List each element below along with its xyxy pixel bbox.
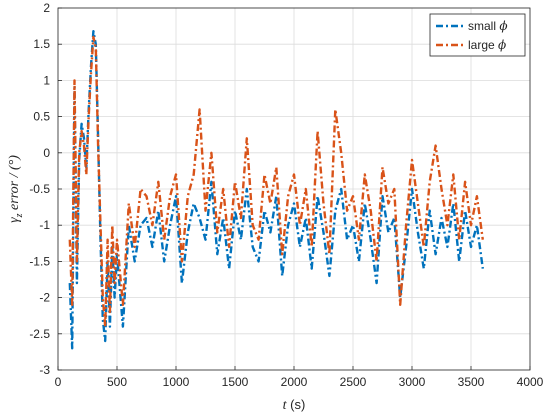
y-tick-label: -1: [39, 218, 50, 232]
legend-box: [429, 13, 526, 57]
y-tick-label: 2: [43, 1, 50, 15]
y-axis-sub: z: [14, 213, 25, 218]
y-tick-label: -3: [39, 363, 50, 377]
x-axis-var: t: [283, 398, 288, 413]
x-tick-label: 3500: [458, 375, 485, 389]
x-tick-label: 4000: [517, 375, 544, 389]
x-axis-label: t (s): [283, 397, 306, 413]
legend: small ϕ large ϕ: [429, 13, 526, 57]
y-axis-rest: error / (°): [7, 155, 22, 214]
y-tick-label: 0.5: [33, 110, 50, 124]
x-tick-label: 500: [107, 375, 127, 389]
x-tick-label: 1000: [163, 375, 190, 389]
x-tick-label: 2500: [340, 375, 367, 389]
y-tick-label: -1.5: [29, 254, 50, 268]
y-tick-label: -0.5: [29, 182, 50, 196]
y-axis-var: γ: [7, 217, 22, 223]
y-tick-label: 0: [43, 146, 50, 160]
y-tick-label: -2.5: [29, 327, 50, 341]
y-tick-labels: -3 -2.5 -2 -1.5 -1 -0.5 0 0.5 1 1.5 2: [29, 1, 50, 377]
y-axis-label: γz error / (°): [7, 155, 25, 223]
legend-label-large: large ϕ: [468, 38, 506, 52]
x-tick-label: 3000: [399, 375, 426, 389]
x-tick-label: 0: [55, 375, 62, 389]
series-line-large: [68, 35, 484, 328]
x-axis-unit: (s): [287, 397, 306, 412]
x-tick-label: 2000: [281, 375, 308, 389]
y-tick-label: -2: [39, 291, 50, 305]
x-tick-labels: 0 500 1000 1500 2000 2500 3000 3500 4000: [55, 375, 544, 389]
legend-label-small: small ϕ: [468, 19, 508, 33]
series-lines: [68, 30, 484, 350]
plot-frame: [57, 7, 531, 371]
y-tick-label: 1.5: [33, 37, 50, 51]
x-tick-label: 1500: [222, 375, 249, 389]
y-tick-label: 1: [43, 73, 50, 87]
